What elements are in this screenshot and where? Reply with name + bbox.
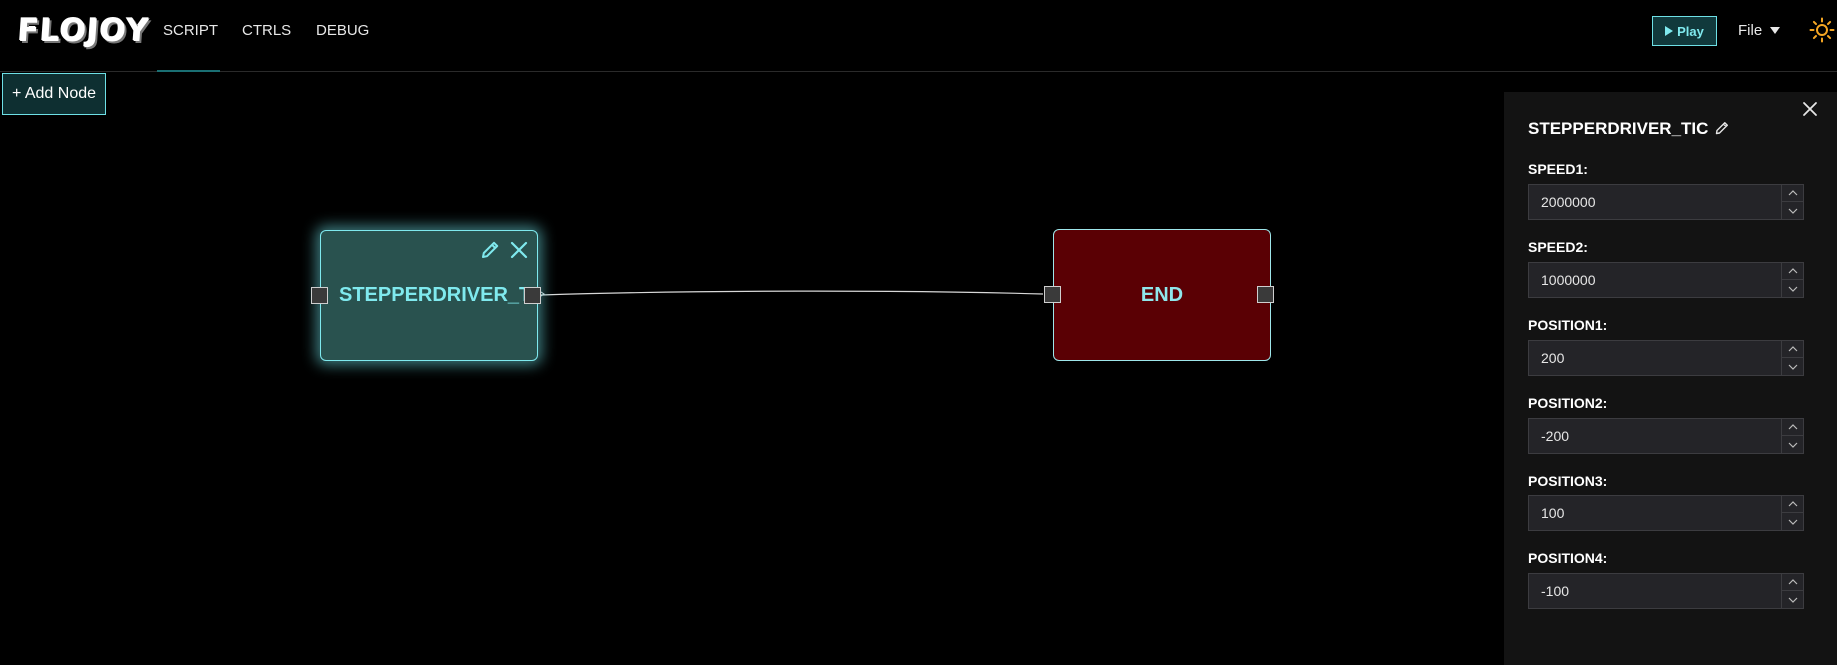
tab-script[interactable]: SCRIPT xyxy=(163,22,219,39)
chevron-down-icon[interactable] xyxy=(1782,202,1804,220)
add-node-button[interactable]: + Add Node xyxy=(2,73,106,115)
chevron-up-icon[interactable] xyxy=(1782,495,1804,513)
chevron-down-icon[interactable] xyxy=(1782,358,1804,376)
speed2-input[interactable] xyxy=(1528,262,1804,298)
chevron-up-icon[interactable] xyxy=(1782,184,1804,202)
chevron-up-icon[interactable] xyxy=(1782,262,1804,280)
position3-input[interactable] xyxy=(1528,495,1804,531)
node-output-handle[interactable] xyxy=(524,287,541,304)
flojoy-logo: FLOJOY xyxy=(16,13,151,49)
param-label-position3: POSITION3: xyxy=(1528,473,1608,489)
close-icon[interactable] xyxy=(1801,100,1819,118)
close-icon[interactable] xyxy=(508,239,530,261)
app-header: FLOJOY SCRIPT CTRLS DEBUG Play File xyxy=(0,0,1837,72)
param-label-position4: POSITION4: xyxy=(1528,550,1608,566)
pencil-icon[interactable] xyxy=(1714,120,1730,136)
tab-ctrls[interactable]: CTRLS xyxy=(242,22,292,39)
panel-title: STEPPERDRIVER_TIC xyxy=(1528,119,1709,138)
pencil-icon[interactable] xyxy=(479,239,501,261)
chevron-down-icon[interactable] xyxy=(1782,513,1804,531)
param-label-position2: POSITION2: xyxy=(1528,395,1608,411)
position3-stepper[interactable] xyxy=(1781,495,1804,531)
chevron-down-icon[interactable] xyxy=(1782,591,1804,609)
play-icon xyxy=(1665,26,1674,36)
node-label: END xyxy=(1140,283,1184,306)
position4-stepper[interactable] xyxy=(1781,573,1804,609)
node-input-handle[interactable] xyxy=(311,287,328,304)
play-label: Play xyxy=(1677,23,1704,39)
param-label-speed2: SPEED2: xyxy=(1528,239,1588,255)
position2-stepper[interactable] xyxy=(1781,418,1804,454)
file-menu[interactable]: File xyxy=(1738,22,1781,39)
position4-input[interactable] xyxy=(1528,573,1804,609)
param-label-speed1: SPEED1: xyxy=(1528,161,1588,177)
chevron-up-icon[interactable] xyxy=(1782,340,1804,358)
position2-input[interactable] xyxy=(1528,418,1804,454)
node-label: STEPPERDRIVER_TIC xyxy=(339,284,538,306)
param-label-position1: POSITION1: xyxy=(1528,317,1608,333)
chevron-down-icon[interactable] xyxy=(1782,280,1804,298)
speed1-input[interactable] xyxy=(1528,184,1804,220)
node-stepperdriver-tic[interactable]: STEPPERDRIVER_TIC xyxy=(320,230,538,361)
chevron-up-icon[interactable] xyxy=(1782,573,1804,591)
node-output-handle[interactable] xyxy=(1257,286,1274,303)
sun-icon[interactable] xyxy=(1809,17,1835,43)
speed2-stepper[interactable] xyxy=(1781,262,1804,298)
file-menu-label: File xyxy=(1738,22,1763,39)
active-tab-indicator xyxy=(157,70,220,72)
play-button[interactable]: Play xyxy=(1652,16,1717,46)
chevron-up-icon[interactable] xyxy=(1782,418,1804,436)
caret-down-icon xyxy=(1770,27,1781,34)
node-end[interactable]: END xyxy=(1053,229,1271,361)
node-input-handle[interactable] xyxy=(1044,286,1061,303)
speed1-stepper[interactable] xyxy=(1781,184,1804,220)
position1-input[interactable] xyxy=(1528,340,1804,376)
chevron-down-icon[interactable] xyxy=(1782,436,1804,454)
position1-stepper[interactable] xyxy=(1781,340,1804,376)
tab-debug[interactable]: DEBUG xyxy=(316,22,370,39)
